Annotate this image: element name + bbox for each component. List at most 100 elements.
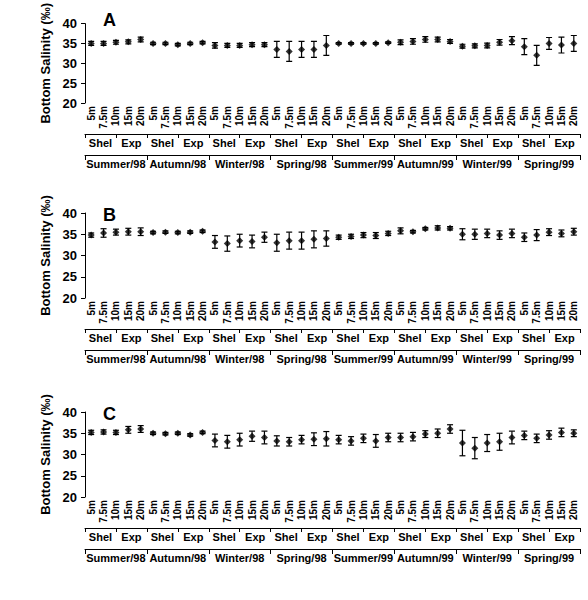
svg-text:7.5m: 7.5m xyxy=(284,301,295,324)
svg-text:10m: 10m xyxy=(482,106,493,126)
svg-text:7.5m: 7.5m xyxy=(407,106,418,129)
svg-text:Exp: Exp xyxy=(183,137,203,149)
svg-text:7.5m: 7.5m xyxy=(160,500,171,523)
svg-text:35: 35 xyxy=(63,426,77,441)
svg-text:10m: 10m xyxy=(544,301,555,321)
svg-text:Bottom Salinity (‰): Bottom Salinity (‰) xyxy=(38,394,53,515)
svg-text:40: 40 xyxy=(63,206,77,221)
svg-text:5m: 5m xyxy=(395,106,406,121)
svg-text:20: 20 xyxy=(63,96,77,111)
svg-text:25: 25 xyxy=(63,468,77,483)
svg-text:15m: 15m xyxy=(123,106,134,126)
svg-text:7.5m: 7.5m xyxy=(346,301,357,324)
svg-text:5m: 5m xyxy=(271,301,282,316)
svg-text:15m: 15m xyxy=(123,301,134,321)
svg-text:20: 20 xyxy=(63,490,77,505)
svg-text:Summer/98: Summer/98 xyxy=(86,552,145,564)
svg-text:15m: 15m xyxy=(247,301,258,321)
svg-text:7.5m: 7.5m xyxy=(531,106,542,129)
svg-text:10m: 10m xyxy=(420,500,431,520)
svg-text:20m: 20m xyxy=(321,500,332,520)
svg-text:Summer/98: Summer/98 xyxy=(86,158,145,170)
svg-text:B: B xyxy=(103,205,116,225)
svg-text:15m: 15m xyxy=(308,500,319,520)
svg-text:Exp: Exp xyxy=(369,332,389,344)
svg-text:Spring/98: Spring/98 xyxy=(277,353,327,365)
svg-text:Spring/98: Spring/98 xyxy=(277,552,327,564)
svg-text:Shel: Shel xyxy=(213,137,236,149)
svg-text:Exp: Exp xyxy=(307,531,327,543)
svg-text:Exp: Exp xyxy=(493,332,513,344)
svg-text:5m: 5m xyxy=(519,106,530,121)
svg-text:Shel: Shel xyxy=(89,531,112,543)
svg-text:Shel: Shel xyxy=(398,137,421,149)
svg-text:5m: 5m xyxy=(519,301,530,316)
svg-text:20m: 20m xyxy=(383,500,394,520)
svg-text:25: 25 xyxy=(63,76,77,91)
svg-text:20m: 20m xyxy=(197,301,208,321)
svg-text:A: A xyxy=(103,10,116,30)
svg-text:20m: 20m xyxy=(445,106,456,126)
svg-text:Winter/98: Winter/98 xyxy=(215,353,264,365)
svg-text:Autumn/98: Autumn/98 xyxy=(149,158,206,170)
svg-text:15m: 15m xyxy=(432,301,443,321)
svg-text:Autumn/99: Autumn/99 xyxy=(397,552,454,564)
svg-text:10m: 10m xyxy=(358,301,369,321)
svg-text:Shel: Shel xyxy=(336,332,359,344)
svg-text:Shel: Shel xyxy=(522,531,545,543)
svg-text:40: 40 xyxy=(63,405,77,420)
svg-text:5m: 5m xyxy=(271,106,282,121)
svg-text:Winter/99: Winter/99 xyxy=(462,158,511,170)
svg-text:5m: 5m xyxy=(457,106,468,121)
svg-text:10m: 10m xyxy=(544,500,555,520)
svg-text:Spring/99: Spring/99 xyxy=(524,158,574,170)
svg-text:20m: 20m xyxy=(135,106,146,126)
svg-text:7.5m: 7.5m xyxy=(531,301,542,324)
svg-text:30: 30 xyxy=(63,248,77,263)
svg-text:5m: 5m xyxy=(333,301,344,316)
svg-text:Summer/99: Summer/99 xyxy=(334,552,393,564)
svg-text:Shel: Shel xyxy=(213,531,236,543)
svg-text:Winter/99: Winter/99 xyxy=(462,353,511,365)
svg-text:10m: 10m xyxy=(234,106,245,126)
svg-text:15m: 15m xyxy=(185,500,196,520)
svg-text:40: 40 xyxy=(63,16,77,31)
svg-text:5m: 5m xyxy=(395,500,406,515)
svg-text:30: 30 xyxy=(63,447,77,462)
svg-text:15m: 15m xyxy=(308,106,319,126)
svg-text:25: 25 xyxy=(63,269,77,284)
svg-text:5m: 5m xyxy=(519,500,530,515)
svg-text:Exp: Exp xyxy=(493,531,513,543)
svg-text:Bottom Salinity (‰): Bottom Salinity (‰) xyxy=(38,3,53,124)
svg-text:Summer/98: Summer/98 xyxy=(86,353,145,365)
svg-text:10m: 10m xyxy=(296,301,307,321)
svg-text:5m: 5m xyxy=(209,106,220,121)
svg-text:Autumn/98: Autumn/98 xyxy=(149,552,206,564)
svg-text:Shel: Shel xyxy=(89,137,112,149)
svg-text:5m: 5m xyxy=(86,301,97,316)
svg-text:20m: 20m xyxy=(321,106,332,126)
svg-text:7.5m: 7.5m xyxy=(98,106,109,129)
svg-text:20m: 20m xyxy=(445,500,456,520)
svg-text:Exp: Exp xyxy=(183,531,203,543)
svg-text:Winter/98: Winter/98 xyxy=(215,552,264,564)
svg-text:10m: 10m xyxy=(296,500,307,520)
svg-text:5m: 5m xyxy=(457,500,468,515)
svg-text:Shel: Shel xyxy=(274,531,297,543)
svg-text:10m: 10m xyxy=(482,500,493,520)
svg-text:7.5m: 7.5m xyxy=(222,106,233,129)
svg-text:20m: 20m xyxy=(259,106,270,126)
svg-text:Exp: Exp xyxy=(121,531,141,543)
svg-text:20m: 20m xyxy=(259,301,270,321)
svg-text:20m: 20m xyxy=(568,106,579,126)
svg-text:15m: 15m xyxy=(432,500,443,520)
svg-text:15m: 15m xyxy=(494,500,505,520)
svg-text:5m: 5m xyxy=(457,301,468,316)
svg-text:Exp: Exp xyxy=(307,137,327,149)
svg-text:Exp: Exp xyxy=(431,332,451,344)
svg-text:10m: 10m xyxy=(296,106,307,126)
svg-text:10m: 10m xyxy=(172,106,183,126)
svg-text:15m: 15m xyxy=(370,301,381,321)
svg-text:Exp: Exp xyxy=(554,137,574,149)
svg-text:7.5m: 7.5m xyxy=(222,500,233,523)
